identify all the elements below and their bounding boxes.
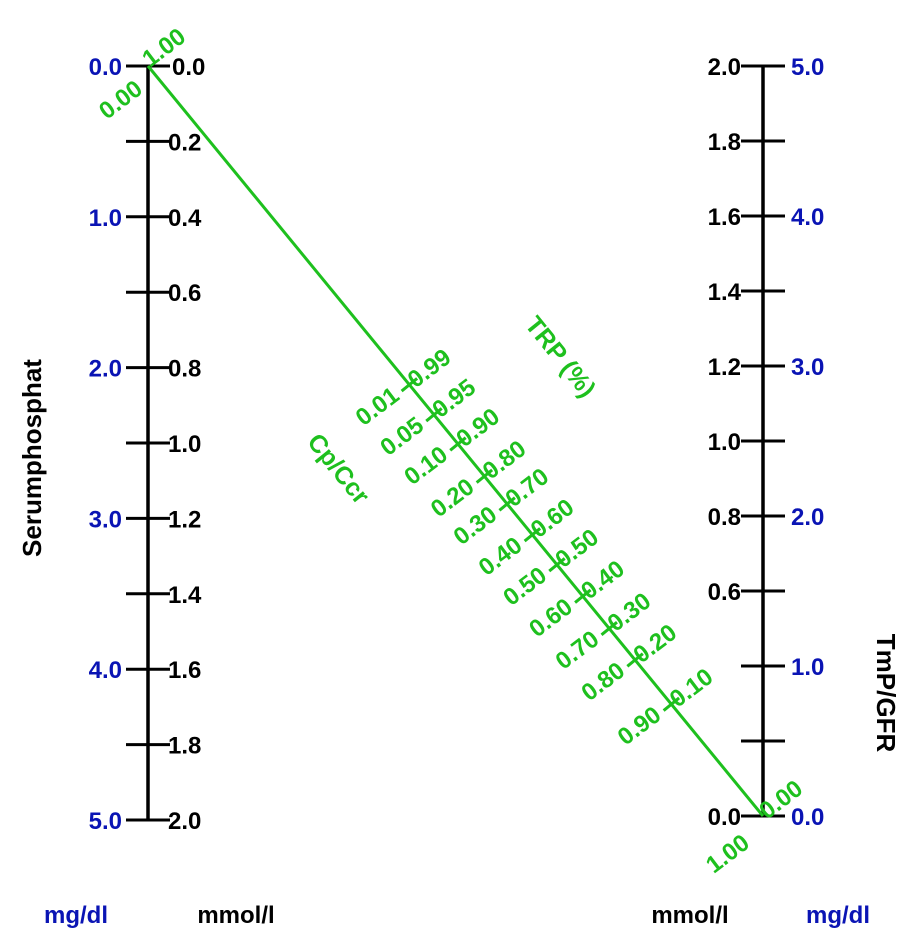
cp-ccr-tick-label: 1.00 bbox=[701, 829, 755, 879]
right-mgdl-tick-label: 5.0 bbox=[791, 54, 824, 81]
right-mmol-tick-label: 1.4 bbox=[708, 279, 742, 306]
left-axis-title: Serumphosphat bbox=[17, 359, 47, 557]
left-mgdl-tick-label: 4.0 bbox=[89, 657, 122, 684]
cp-ccr-tick-label: 0.80 bbox=[576, 657, 630, 707]
left-axis-ticks: 0.2 0.4 0.6 0.8 1.0 1.2 1.4 1.6 1.8 2.0 0.0 0.0 1.0 2… bbox=[89, 54, 206, 835]
left-mmol-tick-label: 1.4 bbox=[168, 582, 202, 609]
right-mmol-tick-label: 0.8 bbox=[708, 504, 741, 531]
right-mmol-tick-label: 1.6 bbox=[708, 204, 741, 231]
cp-ccr-tick-label: 0.00 bbox=[94, 75, 148, 125]
cp-ccr-tick-label: 0.60 bbox=[524, 593, 578, 643]
left-mgdl-tick-label: 5.0 bbox=[89, 808, 122, 835]
left-mmol-tick-label: 1.2 bbox=[168, 506, 201, 533]
right-mgdl-tick-label: 4.0 bbox=[791, 204, 824, 231]
trp-label: TRP (%) bbox=[519, 311, 601, 403]
right-axis-ticks: 0.0 0.6 0.8 1.0 1.2 1.4 1.6 1.8 2.0 0.0 1.0 2.0 3.0 4… bbox=[708, 54, 825, 831]
right-mgdl-unit: mg/dl bbox=[806, 902, 870, 929]
diagonal-tick bbox=[662, 696, 681, 712]
left-mmol-tick-label: 0.0 bbox=[172, 54, 205, 81]
left-mgdl-tick-label: 0.0 bbox=[89, 54, 122, 81]
diagonal-tick bbox=[600, 620, 618, 637]
diagonal-tick bbox=[523, 527, 542, 543]
diagonal-tick bbox=[548, 557, 566, 573]
cp-ccr-tick-label: 0.50 bbox=[498, 562, 552, 612]
left-mmol-tick-label: 1.6 bbox=[168, 657, 201, 684]
diagonal-tick bbox=[498, 496, 516, 512]
right-mmol-tick-label: 1.0 bbox=[708, 429, 741, 456]
right-axis: 0.0 0.6 0.8 1.0 1.2 1.4 1.6 1.8 2.0 0.0 1.0 2.0 3.0 4… bbox=[651, 54, 901, 929]
left-mmol-tick-label: 0.2 bbox=[168, 129, 201, 156]
right-mgdl-tick-label: 1.0 bbox=[791, 654, 824, 681]
right-mmol-unit: mmol/l bbox=[651, 902, 728, 929]
diagonal-tick bbox=[425, 407, 443, 423]
left-axis: 0.2 0.4 0.6 0.8 1.0 1.2 1.4 1.6 1.8 2.0 0.0 0.0 1.0 2… bbox=[17, 54, 275, 929]
right-mmol-tick-label: 1.2 bbox=[708, 354, 741, 381]
left-mmol-tick-label: 0.6 bbox=[168, 280, 201, 307]
right-mmol-tick-label: 0.6 bbox=[708, 579, 741, 606]
left-mmol-tick-label: 2.0 bbox=[168, 808, 201, 835]
left-mmol-tick-label: 1.0 bbox=[168, 431, 201, 458]
diagonal-tick bbox=[449, 436, 467, 452]
right-mmol-tick-label: 0.0 bbox=[708, 804, 741, 831]
cp-ccr-tick-label: 0.90 bbox=[613, 701, 667, 751]
left-mgdl-tick-label: 1.0 bbox=[89, 205, 122, 232]
diagonal-tick bbox=[574, 588, 592, 604]
left-mgdl-tick-label: 3.0 bbox=[89, 506, 122, 533]
diagonal-line bbox=[146, 65, 765, 817]
right-mgdl-tick-label: 0.0 bbox=[791, 804, 824, 831]
cp-ccr-tick-label: 0.70 bbox=[551, 626, 605, 676]
diagonal-tick bbox=[400, 377, 419, 393]
diagonal-tick bbox=[475, 468, 494, 484]
right-mgdl-tick-label: 3.0 bbox=[791, 354, 824, 381]
left-mmol-tick-label: 1.8 bbox=[168, 733, 201, 760]
diagonal-tick bbox=[626, 652, 644, 668]
left-mmol-unit: mmol/l bbox=[197, 902, 274, 929]
left-mgdl-unit: mg/dl bbox=[44, 902, 108, 929]
cp-ccr-label: Cp/Ccr bbox=[302, 428, 376, 510]
right-mmol-tick-label: 1.8 bbox=[708, 129, 741, 156]
left-mgdl-tick-label: 2.0 bbox=[89, 356, 122, 383]
right-mmol-tick-label: 2.0 bbox=[708, 54, 741, 81]
right-mgdl-tick-label: 2.0 bbox=[791, 504, 824, 531]
right-axis-title: TmP/GFR bbox=[871, 634, 901, 753]
left-mmol-tick-label: 0.4 bbox=[168, 205, 202, 232]
left-mmol-tick-label: 0.8 bbox=[168, 356, 201, 383]
